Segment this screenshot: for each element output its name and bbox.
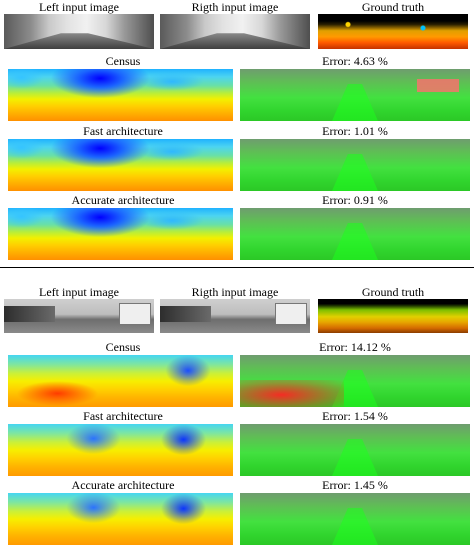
- ground-truth-label-1: Ground truth: [361, 0, 425, 14]
- census-error-map-2: [240, 355, 470, 407]
- fast-error-map-2: [240, 424, 470, 476]
- ground-truth-image-2: [318, 299, 468, 333]
- left-input-label-1: Left input image: [39, 0, 119, 14]
- census-error-map-1: [240, 69, 470, 121]
- right-input-label-2: Rigth input image: [191, 285, 279, 299]
- fast-disparity-map-1: [8, 139, 233, 191]
- census-error-1: Error: 4.63 %: [322, 54, 388, 68]
- fast-error-map-1: [240, 139, 470, 191]
- census-label-1: Census: [105, 54, 141, 68]
- census-error-2: Error: 14.12 %: [319, 340, 391, 354]
- right-input-label-1: Rigth input image: [191, 0, 279, 14]
- accurate-label-1: Accurate architecture: [71, 193, 175, 207]
- accurate-error-1: Error: 0.91 %: [322, 193, 388, 207]
- left-input-label-2: Left input image: [39, 285, 119, 299]
- accurate-error-2: Error: 1.45 %: [322, 478, 388, 492]
- accurate-error-map-2: [240, 493, 470, 545]
- right-input-image-1: [160, 14, 310, 49]
- fast-disparity-map-2: [8, 424, 233, 476]
- fast-label-2: Fast architecture: [83, 409, 163, 423]
- left-input-image-1: [4, 14, 154, 49]
- left-input-image-2: [4, 299, 154, 333]
- fast-error-1: Error: 1.01 %: [322, 124, 388, 138]
- census-disparity-map-2: [8, 355, 233, 407]
- accurate-disparity-map-2: [8, 493, 233, 545]
- right-input-image-2: [160, 299, 310, 333]
- fast-label-1: Fast architecture: [83, 124, 163, 138]
- ground-truth-image-1: [318, 14, 468, 49]
- ground-truth-label-2: Ground truth: [361, 285, 425, 299]
- census-disparity-map-1: [8, 69, 233, 121]
- census-label-2: Census: [105, 340, 141, 354]
- section-divider: [0, 267, 474, 268]
- accurate-label-2: Accurate architecture: [71, 478, 175, 492]
- fast-error-2: Error: 1.54 %: [322, 409, 388, 423]
- accurate-error-map-1: [240, 208, 470, 260]
- accurate-disparity-map-1: [8, 208, 233, 260]
